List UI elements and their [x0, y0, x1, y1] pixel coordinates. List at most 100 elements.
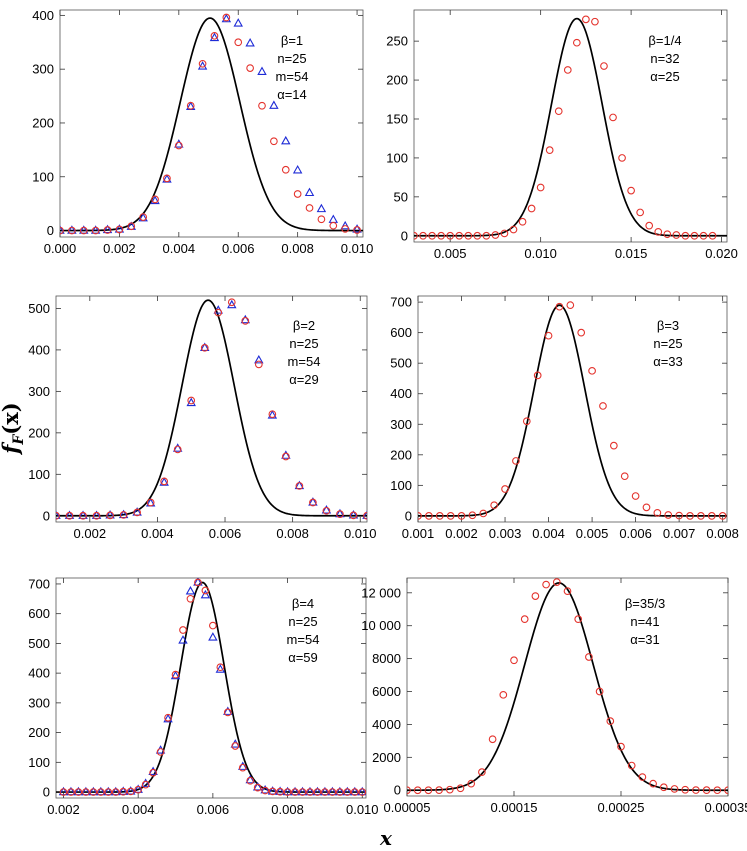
triangle-point [342, 786, 353, 796]
triangle-point [185, 586, 196, 595]
circle-point [599, 402, 607, 410]
circle-point [510, 656, 518, 665]
triangle-point [275, 786, 285, 795]
plot-area [407, 578, 728, 795]
circle-point [464, 231, 473, 240]
circle-point [512, 457, 520, 465]
circle-point [457, 512, 466, 520]
circle-point [293, 190, 302, 198]
circle-point [104, 788, 113, 796]
y-tick-label: 500 [28, 636, 50, 651]
circle-point [298, 788, 307, 796]
triangle-point [64, 510, 75, 519]
circle-point [79, 511, 87, 520]
circle-point [670, 785, 679, 793]
circle-point [428, 231, 436, 240]
x-tick-label: 0.008 [706, 526, 739, 541]
circle-point [419, 231, 427, 240]
triangle-point [103, 786, 114, 796]
y-tick-label: 50 [394, 189, 408, 204]
triangle-point [321, 505, 332, 514]
plot-area [414, 15, 727, 240]
x-tick-label: 0.003 [489, 526, 522, 541]
parameter-label: n=25 [289, 336, 318, 351]
triangle-point [66, 786, 76, 796]
circle-point [533, 371, 542, 380]
triangle-point [150, 195, 160, 205]
triangle-point [186, 397, 196, 407]
triangle-point [148, 766, 158, 775]
circle-point [595, 687, 604, 696]
parameter-label: α=59 [288, 650, 318, 665]
circle-point [67, 788, 75, 796]
circle-point [281, 165, 290, 174]
circle-point [127, 222, 136, 231]
parameter-label: m=54 [276, 69, 309, 84]
parameter-label: β=2 [293, 318, 315, 333]
parameter-label: α=14 [277, 87, 307, 102]
circle-point [68, 226, 76, 235]
y-tick-label: 400 [28, 666, 50, 681]
chart-panel-top-left: 0.000 0.002 0.004 0.006 0.008 0.010 0 100 200 300… [32, 8, 373, 256]
circle-point [545, 146, 554, 154]
triangle-point [340, 220, 350, 230]
y-tick-label: 100 [32, 169, 54, 184]
x-tick-label: 0.004 [532, 526, 565, 541]
parameter-label: α=31 [630, 632, 660, 647]
circle-point [201, 586, 210, 595]
x-tick-label: 0.002 [74, 526, 107, 541]
triangle-point [252, 781, 263, 791]
triangle-point [133, 784, 143, 793]
triangle-point [223, 706, 233, 715]
x-tick-label: 0.00035 [705, 800, 747, 815]
x-tick-label: 0.010 [344, 526, 377, 541]
parameter-label: α=33 [653, 354, 683, 369]
circle-point [268, 787, 277, 796]
circle-point [305, 204, 314, 212]
circle-point [321, 788, 329, 796]
circle-point [56, 511, 60, 520]
y-tick-label: 0 [47, 223, 54, 238]
y-tick-label: 0 [401, 228, 408, 243]
circle-point [186, 594, 195, 603]
x-tick-label: 0.000 [44, 241, 77, 256]
circle-point [270, 137, 278, 146]
circle-point [702, 786, 711, 795]
circle-point [187, 396, 196, 405]
chart-panel-middle-left: 0.002 0.004 0.006 0.008 0.010 0 100 200 300 400 50… [28, 295, 377, 541]
circle-point [119, 511, 128, 519]
circle-point [627, 761, 636, 770]
y-tick-label: 100 [390, 478, 412, 493]
circle-point [542, 580, 550, 589]
x-tick-label: 0.008 [271, 802, 304, 817]
triangle-point [215, 664, 226, 673]
x-tick-label: 0.007 [663, 526, 696, 541]
y-tick-label: 12 000 [361, 585, 401, 600]
circle-point [609, 441, 618, 450]
x-tick-label: 0.006 [222, 241, 255, 256]
circle-point [141, 780, 150, 789]
parameter-label: β=3 [657, 318, 679, 333]
circle-point [718, 512, 727, 520]
circle-point [435, 512, 444, 520]
circle-point [276, 787, 284, 796]
circle-point [491, 231, 500, 239]
y-tick-label: 0 [43, 785, 50, 800]
circle-point [59, 788, 68, 796]
circle-point [173, 445, 182, 454]
circle-point [478, 768, 486, 776]
plot-frame [55, 295, 368, 523]
circle-point [134, 785, 143, 794]
circle-point [563, 587, 572, 596]
circle-point [681, 785, 690, 794]
circle-point [501, 485, 509, 493]
chart-panel-bottom-left: 0.002 0.004 0.006 0.008 0.010 0 100 200 300 400 50… [28, 576, 378, 817]
circle-point [194, 578, 202, 587]
y-tick-label: 400 [32, 8, 54, 23]
y-tick-label: 300 [28, 695, 50, 710]
circle-point [79, 226, 88, 235]
triangle-point [58, 786, 69, 796]
theory-curve [56, 299, 367, 517]
circle-point [544, 331, 553, 340]
parameter-label: n=41 [630, 614, 659, 629]
